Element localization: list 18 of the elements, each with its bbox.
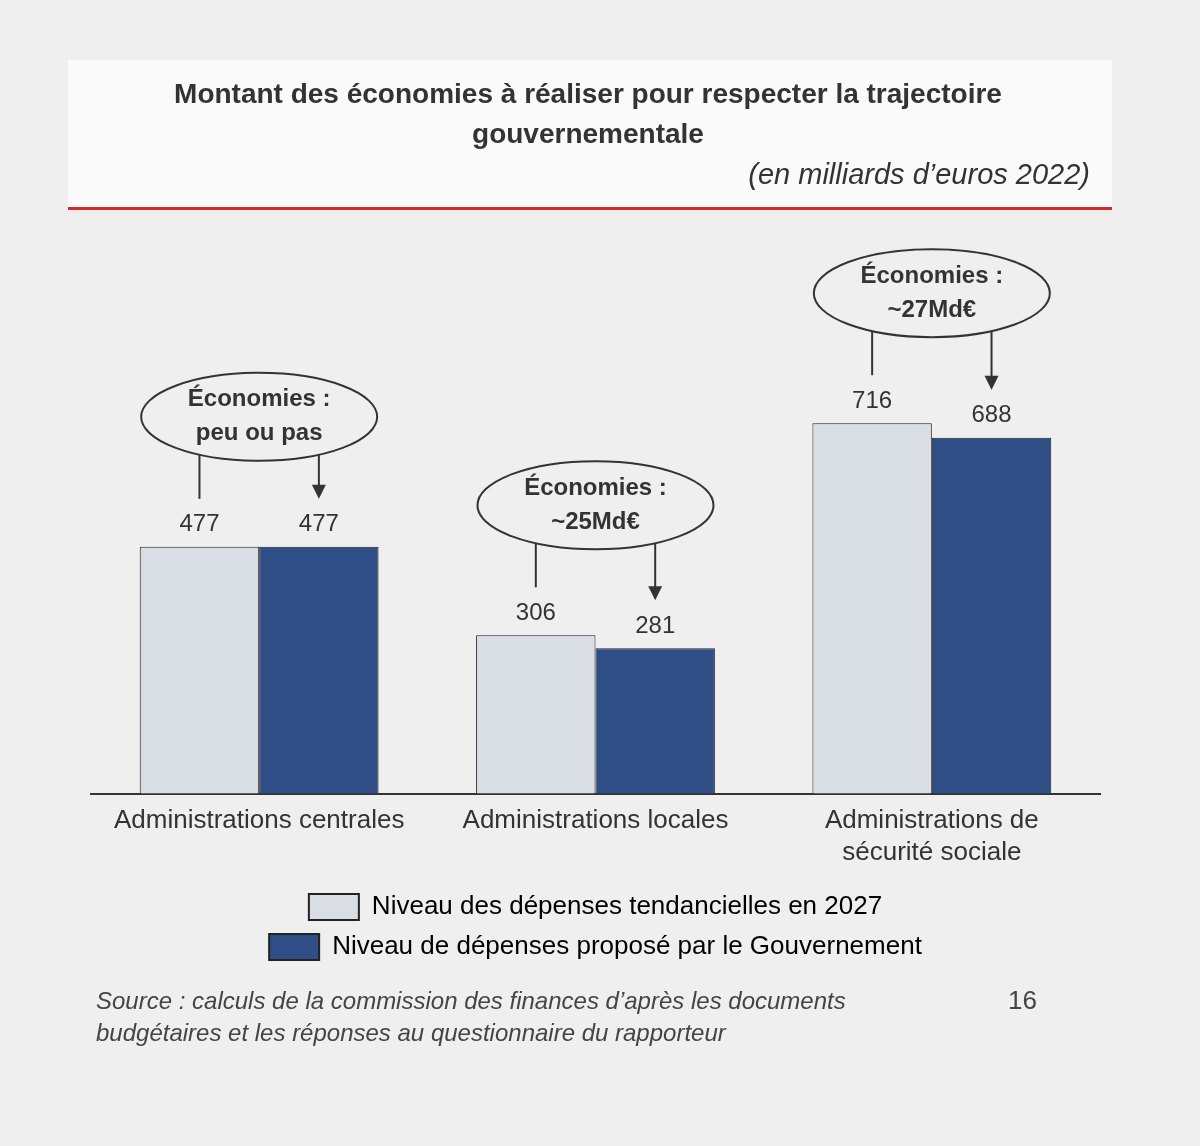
annotation: Économies : ~25Md€ bbox=[524, 472, 667, 534]
data-label: 477 bbox=[298, 509, 339, 537]
source-note: Source : calculs de la commission des finances d’après les documents budgétaires et les réponses au questionnaire du rapporteur bbox=[96, 986, 847, 1048]
text: 16 bbox=[1008, 985, 1037, 1016]
x-tick-label: Administrations centrales bbox=[113, 804, 405, 835]
chart-title: Montant des économies à réaliser pour respecter la trajectoire gouvernementale bbox=[173, 77, 1003, 151]
chart-subtitle: (en milliards d’euros 2022) bbox=[748, 158, 1090, 191]
x-tick-label: Administrations de sécurité sociale bbox=[824, 804, 1039, 866]
x-tick-label: Administrations locales bbox=[462, 804, 729, 835]
data-label: 281 bbox=[635, 610, 676, 638]
data-label: 716 bbox=[852, 385, 893, 413]
data-label: 477 bbox=[179, 509, 220, 537]
annotation: Économies : peu ou pas bbox=[187, 384, 331, 446]
legend-label: Niveau des dépenses tendancielles en 2027 bbox=[371, 890, 883, 921]
data-label: 688 bbox=[971, 400, 1012, 428]
data-label: 306 bbox=[515, 597, 556, 625]
text: Économies : ~27Md€ bbox=[860, 260, 1004, 322]
legend-label: Niveau de dépenses proposé par le Gouvernement bbox=[332, 930, 923, 961]
